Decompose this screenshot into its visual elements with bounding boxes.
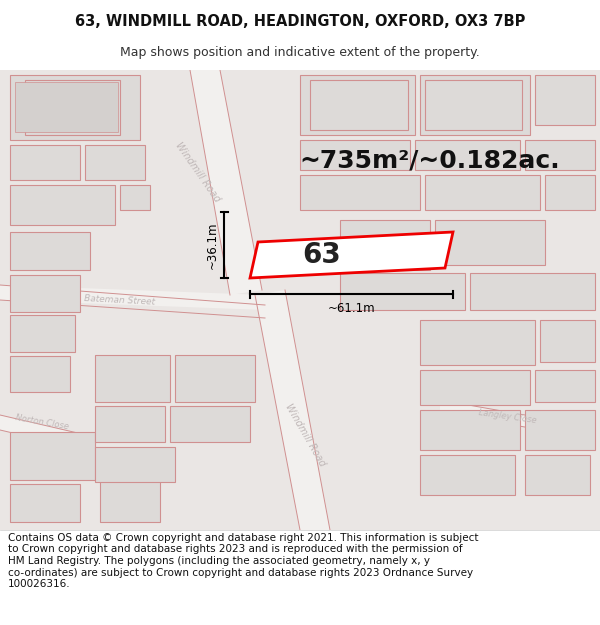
- Polygon shape: [300, 175, 420, 210]
- Polygon shape: [525, 455, 590, 495]
- Text: Windmill Road: Windmill Road: [173, 140, 223, 204]
- Polygon shape: [535, 75, 595, 125]
- Polygon shape: [0, 70, 600, 530]
- Polygon shape: [425, 80, 522, 130]
- Polygon shape: [415, 140, 520, 170]
- Polygon shape: [255, 290, 330, 530]
- Polygon shape: [120, 185, 150, 210]
- Polygon shape: [310, 80, 408, 130]
- Polygon shape: [10, 484, 80, 522]
- Text: Langley Close: Langley Close: [478, 409, 538, 426]
- Polygon shape: [10, 185, 115, 225]
- Polygon shape: [95, 355, 170, 402]
- Polygon shape: [10, 356, 70, 392]
- Text: ~36.1m: ~36.1m: [205, 221, 218, 269]
- Polygon shape: [300, 75, 415, 135]
- Polygon shape: [10, 145, 80, 180]
- Text: ~735m²/~0.182ac.: ~735m²/~0.182ac.: [299, 148, 560, 172]
- Polygon shape: [420, 320, 535, 365]
- Polygon shape: [425, 175, 540, 210]
- Polygon shape: [10, 275, 80, 312]
- Polygon shape: [95, 406, 165, 442]
- Polygon shape: [10, 75, 140, 140]
- Polygon shape: [420, 75, 530, 135]
- Polygon shape: [10, 432, 95, 480]
- Polygon shape: [300, 140, 410, 170]
- Polygon shape: [340, 273, 465, 310]
- Text: Windmill Road: Windmill Road: [283, 402, 327, 468]
- Polygon shape: [0, 285, 265, 310]
- Polygon shape: [0, 415, 95, 452]
- Polygon shape: [435, 220, 545, 265]
- Text: Bateman Street: Bateman Street: [85, 294, 155, 306]
- Polygon shape: [10, 315, 75, 352]
- Text: ~61.1m: ~61.1m: [328, 301, 376, 314]
- Polygon shape: [420, 455, 515, 495]
- Polygon shape: [440, 400, 570, 435]
- Polygon shape: [420, 410, 520, 450]
- Polygon shape: [545, 175, 595, 210]
- Polygon shape: [15, 82, 118, 132]
- Polygon shape: [190, 70, 262, 295]
- Polygon shape: [175, 355, 255, 402]
- Polygon shape: [25, 80, 120, 135]
- Text: 63: 63: [302, 241, 341, 269]
- Text: Contains OS data © Crown copyright and database right 2021. This information is : Contains OS data © Crown copyright and d…: [8, 533, 478, 589]
- Polygon shape: [470, 273, 595, 310]
- Polygon shape: [250, 232, 453, 278]
- Text: Map shows position and indicative extent of the property.: Map shows position and indicative extent…: [120, 46, 480, 59]
- Polygon shape: [340, 220, 430, 270]
- Text: Norton Close: Norton Close: [14, 413, 70, 431]
- Polygon shape: [10, 232, 90, 270]
- Polygon shape: [100, 455, 160, 522]
- Text: 63, WINDMILL ROAD, HEADINGTON, OXFORD, OX3 7BP: 63, WINDMILL ROAD, HEADINGTON, OXFORD, O…: [75, 14, 525, 29]
- Polygon shape: [540, 320, 595, 362]
- Polygon shape: [420, 370, 530, 405]
- Polygon shape: [535, 370, 595, 402]
- Polygon shape: [85, 145, 145, 180]
- Polygon shape: [170, 406, 250, 442]
- Polygon shape: [525, 140, 595, 170]
- Polygon shape: [525, 410, 595, 450]
- Polygon shape: [95, 447, 175, 482]
